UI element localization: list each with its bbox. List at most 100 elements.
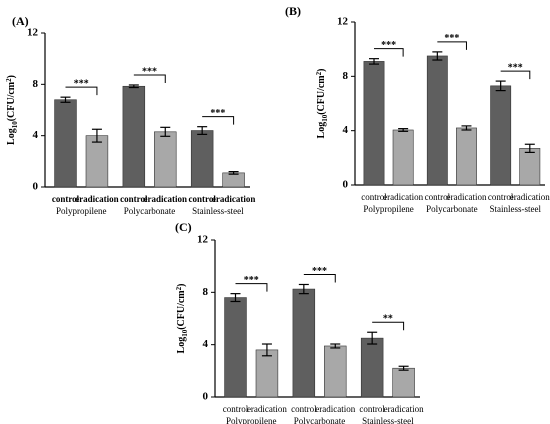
bar (190, 130, 214, 188)
error-bar (261, 343, 272, 357)
x-tick-label: eradication (75, 194, 119, 204)
group-label: Stainless-steel (192, 206, 244, 216)
y-tick-label: 0 (343, 179, 349, 191)
significance-label: *** (244, 275, 259, 286)
error-bar (495, 80, 506, 92)
bar (392, 367, 415, 398)
x-tick-label: eradication (315, 404, 355, 414)
group-label: Stainless-steel (362, 416, 414, 424)
y-tick-label: 0 (33, 181, 39, 193)
error-bar (228, 171, 239, 175)
y-axis-label-part: 2 (5, 78, 13, 82)
error-bar (91, 128, 102, 143)
group-label: Polypropilene (226, 416, 277, 424)
bar (519, 148, 541, 186)
y-axis-label-part: ) (6, 75, 17, 78)
x-tick-label: control (488, 192, 514, 202)
y-axis-label-part: 10 (181, 329, 189, 337)
group-label: Polycarbonate (294, 416, 345, 424)
y-tick-label: 4 (343, 124, 349, 136)
y-axis-label: Log10(CFU/cm2) (315, 69, 329, 139)
group-label: Polypropilene (363, 204, 414, 214)
y-axis-label-part: 2 (315, 71, 323, 75)
error-bar (330, 343, 341, 349)
bar (360, 337, 384, 398)
y-axis-label: Log10(CFU/cm2) (5, 75, 19, 145)
x-tick-label: eradication (383, 192, 423, 202)
error-bar (398, 128, 409, 132)
x-tick-label: eradication (446, 192, 486, 202)
bar (224, 297, 247, 398)
y-axis-label-part: 2 (175, 286, 183, 290)
y-tick-label: 8 (203, 286, 209, 298)
error-bar (298, 283, 309, 295)
significance-bracket (374, 48, 404, 57)
y-axis-label-part: (CFU/cm (176, 290, 187, 330)
significance-label: *** (508, 62, 523, 73)
bar (363, 61, 385, 186)
y-tick-label: 4 (203, 338, 209, 350)
error-bar (367, 331, 378, 345)
x-tick-label: eradication (384, 404, 424, 414)
group-label: Polypropilene (56, 206, 107, 216)
bar (85, 135, 109, 188)
x-tick-label: control (291, 404, 317, 414)
x-tick-label: control (120, 194, 148, 204)
significance-bracket (372, 321, 405, 331)
significance-bracket (202, 116, 235, 125)
group-label: Polycarbonate (124, 206, 175, 216)
x-tick-label: control (52, 194, 80, 204)
error-bar (197, 126, 208, 135)
bar (392, 129, 414, 186)
y-axis-label: Log10(CFU/cm2) (175, 284, 189, 354)
x-tick-label: control (188, 194, 216, 204)
y-tick-label: 0 (203, 391, 209, 403)
y-axis-label-part: (CFU/cm (6, 81, 17, 121)
y-axis-label-part: Log (176, 337, 187, 354)
panel-title: (A) (12, 14, 29, 28)
y-axis-label-part: Log (316, 122, 327, 139)
bar (456, 127, 477, 186)
bar (292, 288, 316, 398)
error-bar (128, 84, 139, 89)
error-bar (398, 365, 409, 371)
y-axis-label-part: Log (6, 128, 17, 145)
y-axis-label-part: 10 (11, 121, 19, 129)
x-tick-label: eradication (510, 192, 550, 202)
y-tick-label: 8 (343, 70, 349, 82)
y-axis-label-part: (CFU/cm (316, 75, 327, 115)
x-tick-label: control (361, 192, 387, 202)
significance-label: *** (444, 33, 459, 44)
bar (490, 85, 512, 186)
significance-bracket (235, 283, 268, 292)
group-label: Stainless-steel (489, 204, 541, 214)
significance-bracket (500, 70, 531, 80)
x-tick-label: control (359, 404, 385, 414)
y-tick-label: 12 (27, 27, 39, 39)
x-tick-label: control (425, 192, 451, 202)
bar (122, 85, 146, 188)
bar (222, 172, 245, 188)
x-tick-label: eradication (212, 194, 256, 204)
error-bar (524, 143, 535, 153)
significance-label: ** (383, 314, 393, 325)
bar (426, 55, 448, 186)
significance-label: *** (312, 266, 327, 277)
y-tick-label: 8 (33, 78, 39, 90)
error-bar (461, 125, 472, 131)
significance-bracket (437, 41, 467, 50)
error-bar (432, 51, 443, 61)
significance-label: *** (381, 40, 396, 51)
group-label: Polycarbonate (426, 204, 477, 214)
panel-title: (C) (175, 220, 192, 234)
significance-label: *** (74, 78, 89, 89)
x-tick-label: eradication (247, 404, 287, 414)
significance-bracket (133, 74, 166, 83)
significance-bracket (65, 86, 98, 96)
error-bar (160, 126, 171, 137)
significance-bracket (303, 273, 336, 283)
panel-title: (B) (285, 4, 301, 18)
y-axis-label-part: ) (176, 284, 187, 287)
significance-label: *** (142, 66, 157, 77)
